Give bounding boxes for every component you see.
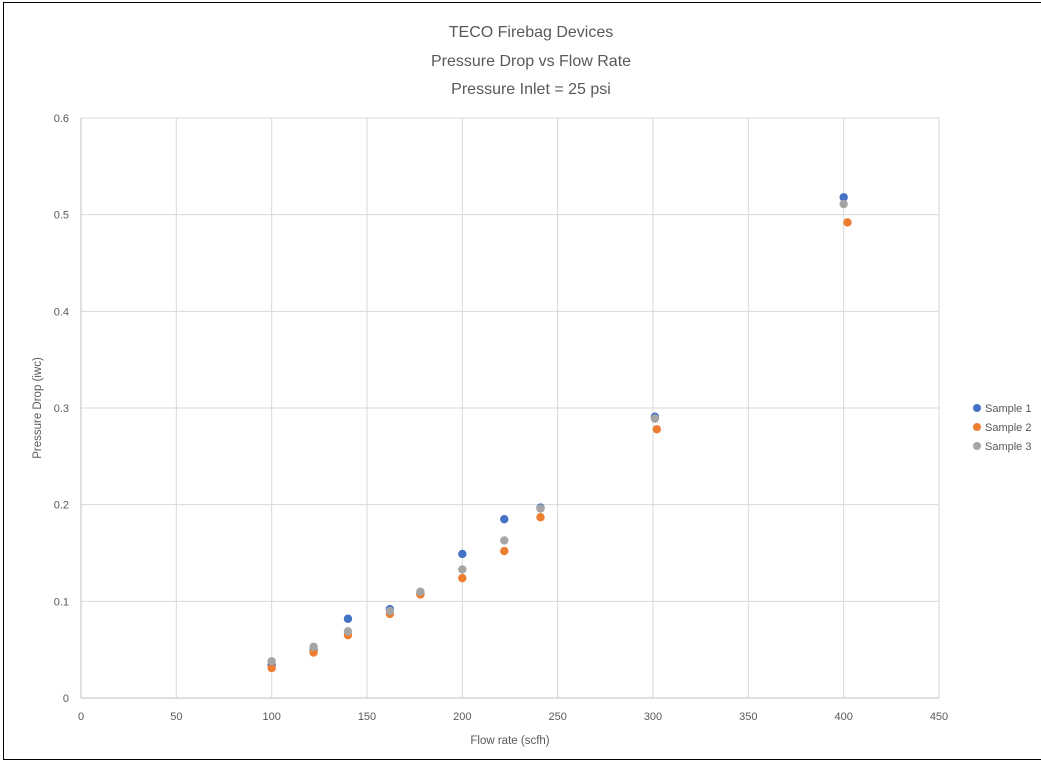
x-tick-label: 450 <box>930 711 948 723</box>
data-point <box>267 657 276 666</box>
data-point <box>500 546 509 556</box>
x-tick-label: 200 <box>453 711 471 723</box>
legend-label: Sample 1 <box>985 403 1031 415</box>
data-point <box>500 514 509 524</box>
y-tick-label: 0.2 <box>54 500 69 512</box>
chart-title-line-1: TECO Firebag Devices <box>449 24 614 41</box>
x-tick-label: 350 <box>739 711 757 723</box>
x-tick-label: 50 <box>170 711 182 723</box>
data-point <box>650 414 660 423</box>
tick-labels: 0 50 100 150 200 250 300 350 400 450 0 0.1 0.2 0.3 0.4… <box>54 113 948 723</box>
x-tick-label: 0 <box>78 711 84 723</box>
data-point <box>536 504 545 513</box>
y-axis-label: Pressure Drop (iwc) <box>32 357 44 459</box>
data-point <box>343 614 353 623</box>
y-tick-label: 0.6 <box>54 113 69 125</box>
legend-marker <box>973 442 981 450</box>
x-axis-label: Flow rate (scfh) <box>470 735 549 747</box>
legend: Sample 1 Sample 2 Sample 3 <box>973 403 1031 453</box>
x-tick-label: 250 <box>548 711 566 723</box>
x-tick-label: 150 <box>358 711 376 723</box>
y-tick-label: 0.5 <box>54 210 69 222</box>
data-point <box>536 513 545 522</box>
x-tick-label: 100 <box>262 711 280 723</box>
data-point <box>309 648 318 657</box>
series-3 <box>267 199 848 666</box>
data-point <box>343 627 353 636</box>
y-tick-label: 0.3 <box>54 403 69 415</box>
x-tick-label: 300 <box>644 711 662 723</box>
legend-label: Sample 3 <box>985 441 1031 453</box>
data-point <box>458 549 467 559</box>
chart-title: TECO Firebag Devices Pressure Drop vs Fl… <box>431 24 631 98</box>
data-point <box>458 573 467 583</box>
gridlines <box>81 117 940 698</box>
data-point <box>267 663 276 673</box>
chart-title-line-2: Pressure Drop vs Flow Rate <box>431 53 631 70</box>
axes <box>80 118 939 699</box>
data-point <box>839 193 848 202</box>
data-point <box>385 606 395 616</box>
data-point <box>652 425 662 434</box>
x-tick-label: 400 <box>834 711 852 723</box>
data-point <box>416 587 425 596</box>
data-point <box>843 218 852 227</box>
legend-marker <box>973 423 981 431</box>
data-points <box>267 193 852 673</box>
y-tick-label: 0 <box>63 693 69 705</box>
data-point <box>458 565 467 574</box>
data-point <box>500 536 509 545</box>
legend-marker <box>973 404 981 412</box>
data-point <box>839 199 848 209</box>
data-point <box>309 642 318 651</box>
chart-title-line-3: Pressure Inlet = 25 psi <box>451 81 611 98</box>
series-2 <box>267 218 852 673</box>
y-tick-label: 0.4 <box>54 306 69 318</box>
y-tick-label: 0.1 <box>54 596 69 608</box>
legend-label: Sample 2 <box>985 422 1031 434</box>
